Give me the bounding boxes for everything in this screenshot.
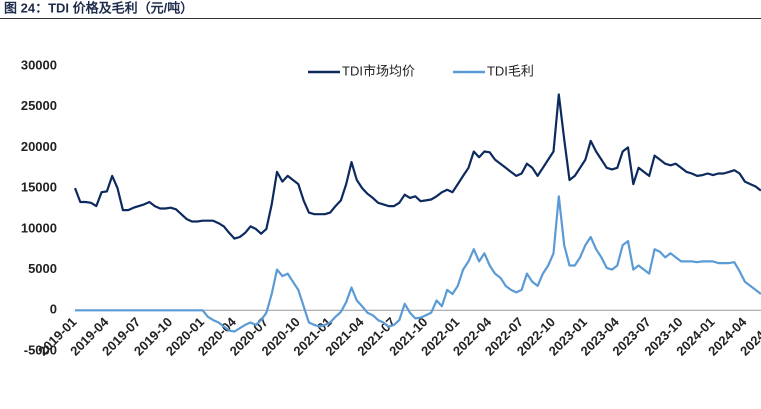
chart-title: 图 24：TDI 价格及毛利（元/吨） (4, 0, 193, 15)
y-tick-label: 15000 (21, 180, 57, 195)
y-tick-label: 30000 (21, 57, 57, 72)
y-tick-label: 20000 (21, 139, 57, 154)
y-tick-label: 5000 (28, 261, 57, 276)
y-tick-label: 25000 (21, 98, 57, 113)
y-tick-label: 0 (50, 302, 57, 317)
y-tick-label: 10000 (21, 220, 57, 235)
series-line (75, 195, 761, 333)
legend-label: TDI市场均价 (342, 63, 415, 78)
y-tick-label: -5000 (24, 342, 57, 357)
series-line (73, 93, 761, 240)
legend-label: TDI毛利 (487, 63, 534, 78)
